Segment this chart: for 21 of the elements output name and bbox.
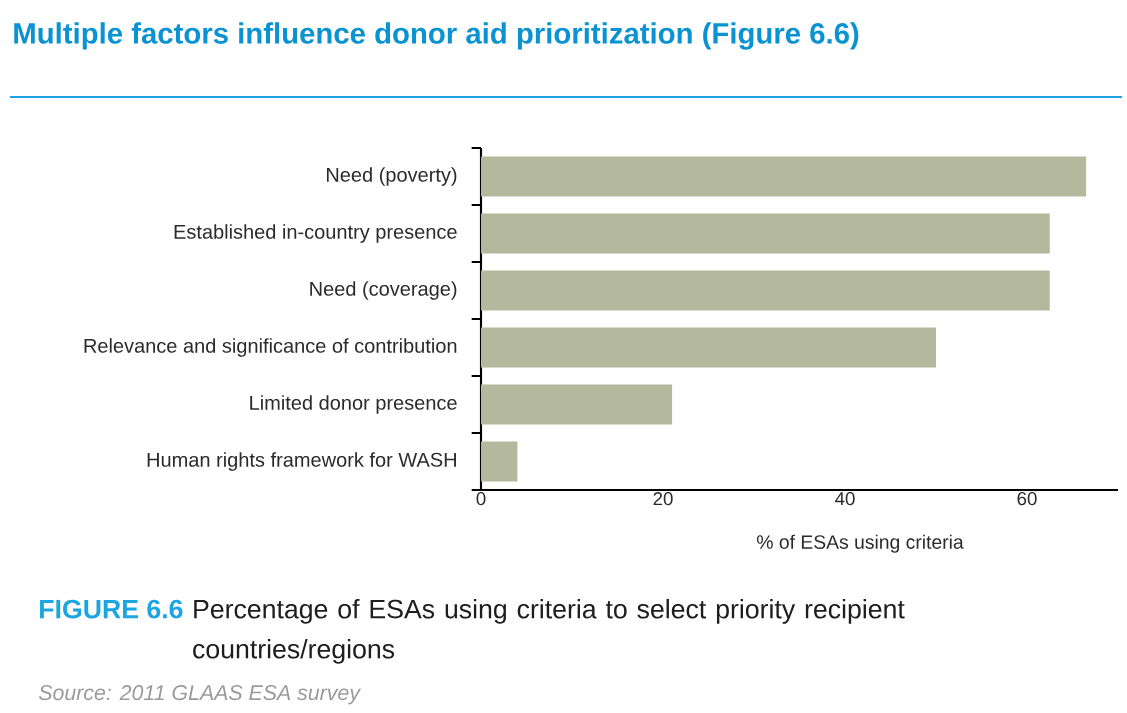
y-tick-label: Relevance and significance of contribution	[84, 338, 457, 357]
caption: FIGURE 6.6	[40, 599, 183, 619]
x-axis-title: % of ESAs using criteria	[757, 534, 964, 553]
y-tick-label: Human rights framework for WASH	[147, 452, 456, 471]
y-tick-label: Established in-country presence	[174, 224, 457, 243]
y-tick-label: Limited donor presence	[250, 395, 457, 414]
chart-title: Multiple factors influence donor aid prioritization (Figure 6.6)	[14, 22, 859, 50]
bar	[481, 384, 673, 425]
bar	[481, 441, 518, 482]
x-tick-label: 40	[835, 492, 855, 506]
bar	[481, 270, 1050, 311]
x-tick-label: 0	[476, 492, 486, 506]
bar	[481, 213, 1050, 254]
text: Percentage of ESAs using criteria to select priority recipient countries/regions	[193, 598, 905, 664]
bar	[481, 156, 1087, 197]
bar	[481, 327, 936, 368]
x-tick-label: 20	[653, 492, 673, 506]
y-tick-label: Need (coverage)	[310, 281, 457, 300]
x-tick-label: 60	[1017, 492, 1037, 506]
y-tick-label: Need (poverty)	[326, 167, 457, 186]
source-note: Source: 2011 GLAAS ESA survey	[38, 685, 362, 705]
